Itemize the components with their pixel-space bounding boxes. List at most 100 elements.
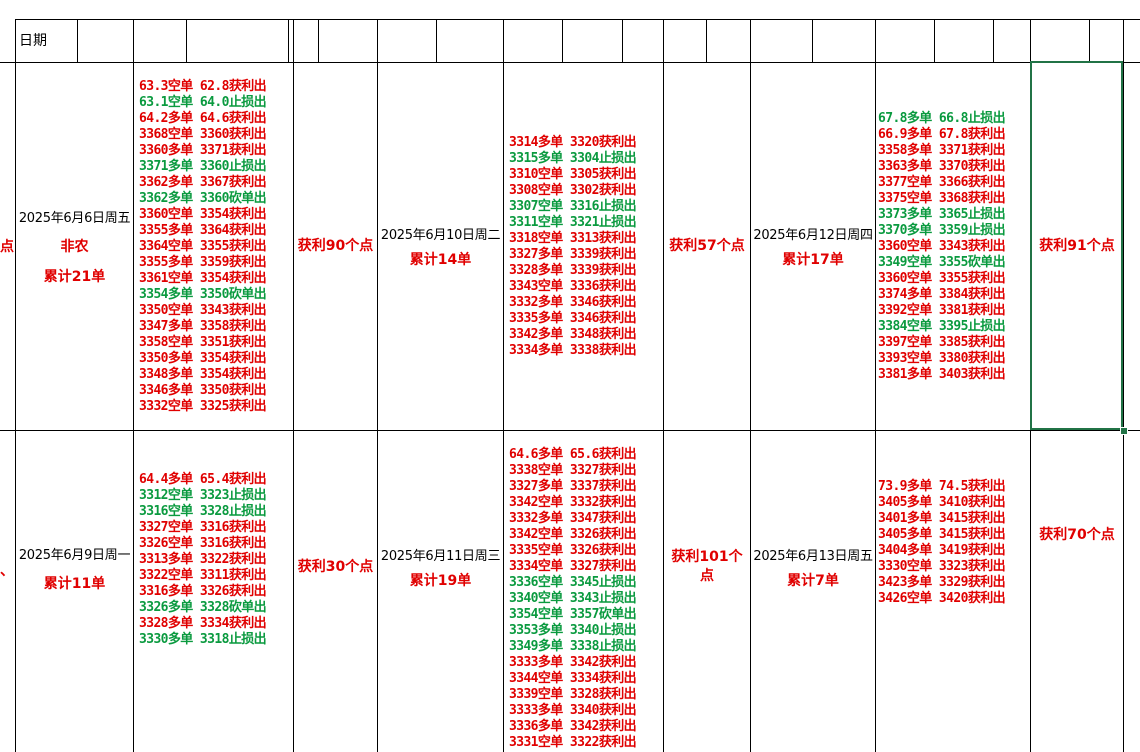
trade-entry: 63.1空单 64.0止损出 <box>139 94 267 110</box>
trade-entry: 3360空单 3355获利出 <box>878 270 1006 286</box>
trade-entry: 3327多单 3337获利出 <box>509 479 637 494</box>
trade-count: 累计17单 <box>782 252 844 268</box>
trade-entry: 3339空单 3328获利出 <box>509 687 637 702</box>
profit-summary: 获利91个点 <box>1039 238 1115 254</box>
profit-summary: 获利57个点 <box>669 238 745 254</box>
gridline <box>875 20 876 752</box>
trade-entry: 3373多单 3365止损出 <box>878 206 1006 222</box>
gridline <box>0 430 1140 431</box>
profit-cell[interactable]: 获利30个点 <box>294 431 377 703</box>
trade-entry: 3401多单 3415获利出 <box>878 511 1006 526</box>
trade-entry: 3355多单 3359获利出 <box>139 254 267 270</box>
trade-count: 累计7单 <box>787 572 839 589</box>
date-cell[interactable]: 2025年6月9日周一 累计11单 <box>16 431 133 752</box>
gridline <box>812 20 813 62</box>
trade-entry: 3326空单 3316获利出 <box>139 535 267 551</box>
profit-cell[interactable]: 获利91个点 <box>1031 63 1123 430</box>
trade-entry: 3316空单 3328止损出 <box>139 503 267 519</box>
trade-entry: 3326多单 3328砍单出 <box>139 599 267 615</box>
trade-entry: 3350多单 3354获利出 <box>139 350 267 366</box>
gridline <box>288 20 289 62</box>
trade-entry: 3371多单 3360止损出 <box>139 158 267 174</box>
clipped-cell-text: 点 <box>0 239 14 255</box>
trade-list[interactable]: 73.9多单 74.5获利出 3405多单 3410获利出 3401多单 3415获… <box>878 479 1006 607</box>
trade-entry: 3343空单 3336获利出 <box>509 278 637 294</box>
trade-entry: 3353多单 3340止损出 <box>509 623 637 638</box>
trade-entry: 3310空单 3305获利出 <box>509 166 637 182</box>
trade-entry: 3340空单 3343止损出 <box>509 591 637 606</box>
trade-count: 累计21单 <box>43 269 106 285</box>
trade-entry: 3336空单 3345止损出 <box>509 575 637 590</box>
gridline <box>377 20 378 752</box>
trade-list[interactable]: 3314多单 3320获利出 3315多单 3304止损出 3310空单 3305获… <box>509 63 637 430</box>
trade-entry: 3315多单 3304止损出 <box>509 150 637 166</box>
trade-entry: 3377空单 3366获利出 <box>878 174 1006 190</box>
trade-entry: 3360空单 3343获利出 <box>878 238 1006 254</box>
trade-list[interactable]: 64.6多单 65.6获利出 3338空单 3327获利出 3327多单 3337获… <box>509 447 637 751</box>
trade-entry: 3350空单 3343获利出 <box>139 302 267 318</box>
gridline <box>503 20 504 752</box>
trade-count: 累计19单 <box>409 572 472 589</box>
date-cell[interactable]: 2025年6月10日周二 累计14单 <box>378 63 503 430</box>
trade-entry: 3405多单 3410获利出 <box>878 495 1006 510</box>
trade-entry: 3393空单 3380获利出 <box>878 350 1006 366</box>
trade-entry: 3333多单 3340获利出 <box>509 703 637 718</box>
trade-list[interactable]: 67.8多单 66.8止损出 66.9多单 67.8获利出 3358多单 3371获… <box>878 63 1006 430</box>
date-cell[interactable]: 2025年6月6日周五 非农 累计21单 <box>16 63 133 430</box>
trade-entry: 3328多单 3339获利出 <box>509 262 637 278</box>
trade-entry: 3405多单 3415获利出 <box>878 527 1006 542</box>
gridline <box>750 20 751 752</box>
trade-entry: 3313多单 3322获利出 <box>139 551 267 567</box>
trade-entry: 67.8多单 66.8止损出 <box>878 110 1006 126</box>
trade-entry: 3307空单 3316止损出 <box>509 198 637 214</box>
trade-count: 累计11单 <box>43 576 106 592</box>
trade-list[interactable]: 64.4多单 65.4获利出 3312空单 3323止损出 3316空单 3328止… <box>139 431 267 688</box>
trade-entry: 3348多单 3354获利出 <box>139 366 267 382</box>
trade-list[interactable]: 63.3空单 62.8获利出 63.1空单 64.0止损出 64.2多单 64.6获… <box>139 63 267 430</box>
trade-entry: 3361空单 3354获利出 <box>139 270 267 286</box>
trade-entry: 3347多单 3358获利出 <box>139 318 267 334</box>
trade-date: 2025年6月11日周三 <box>380 548 501 564</box>
date-cell[interactable]: 2025年6月13日周五 累计7单 <box>751 431 875 703</box>
trade-entry: 3316多单 3326获利出 <box>139 583 267 599</box>
trade-entry: 3327多单 3339获利出 <box>509 246 637 262</box>
header-date-label[interactable]: 日期 <box>19 33 47 49</box>
gridline <box>706 20 707 62</box>
trade-entry: 3327空单 3316获利出 <box>139 519 267 535</box>
gridline <box>0 62 1140 63</box>
profit-cell[interactable]: 获利101个点 <box>664 431 750 703</box>
profit-cell[interactable]: 获利57个点 <box>664 63 750 430</box>
gridline <box>993 20 994 62</box>
trade-entry: 3360多单 3371获利出 <box>139 142 267 158</box>
trade-entry: 3358空单 3351获利出 <box>139 334 267 350</box>
trade-date: 2025年6月12日周四 <box>753 228 873 243</box>
gridline <box>318 20 319 62</box>
trade-entry: 3342空单 3332获利出 <box>509 495 637 510</box>
profit-summary: 获利30个点 <box>297 558 374 575</box>
fill-handle[interactable] <box>1120 427 1128 435</box>
trade-entry: 3423多单 3329获利出 <box>878 575 1006 590</box>
date-cell[interactable]: 2025年6月11日周三 累计19单 <box>378 431 503 703</box>
trade-date: 2025年6月10日周二 <box>380 228 501 243</box>
trade-entry: 73.9多单 74.5获利出 <box>878 479 1006 494</box>
trade-entry: 3334多单 3338获利出 <box>509 342 637 358</box>
trade-date: 2025年6月9日周一 <box>18 548 131 563</box>
date-cell[interactable]: 2025年6月12日周四 累计17单 <box>751 63 875 430</box>
trade-entry: 3426空单 3420获利出 <box>878 591 1006 606</box>
trade-entry: 3322空单 3311获利出 <box>139 567 267 583</box>
profit-cell[interactable]: 获利90个点 <box>294 63 377 430</box>
cell-selection-border <box>1030 61 1123 430</box>
gridline <box>622 20 623 62</box>
gridline <box>186 20 187 62</box>
trade-entry: 3354空单 3357砍单出 <box>509 607 637 622</box>
trade-entry: 3330多单 3318止损出 <box>139 631 267 647</box>
trade-entry: 3332多单 3347获利出 <box>509 511 637 526</box>
profit-cell[interactable]: 获利70个点 <box>1031 431 1123 639</box>
trade-entry: 64.2多单 64.6获利出 <box>139 110 267 126</box>
gridline <box>15 19 1140 20</box>
trade-entry: 3312空单 3323止损出 <box>139 487 267 503</box>
trade-entry: 63.3空单 62.8获利出 <box>139 78 267 94</box>
gridline <box>934 20 935 62</box>
trade-entry: 3354多单 3350砍单出 <box>139 286 267 302</box>
trade-entry: 3349多单 3338止损出 <box>509 639 637 654</box>
